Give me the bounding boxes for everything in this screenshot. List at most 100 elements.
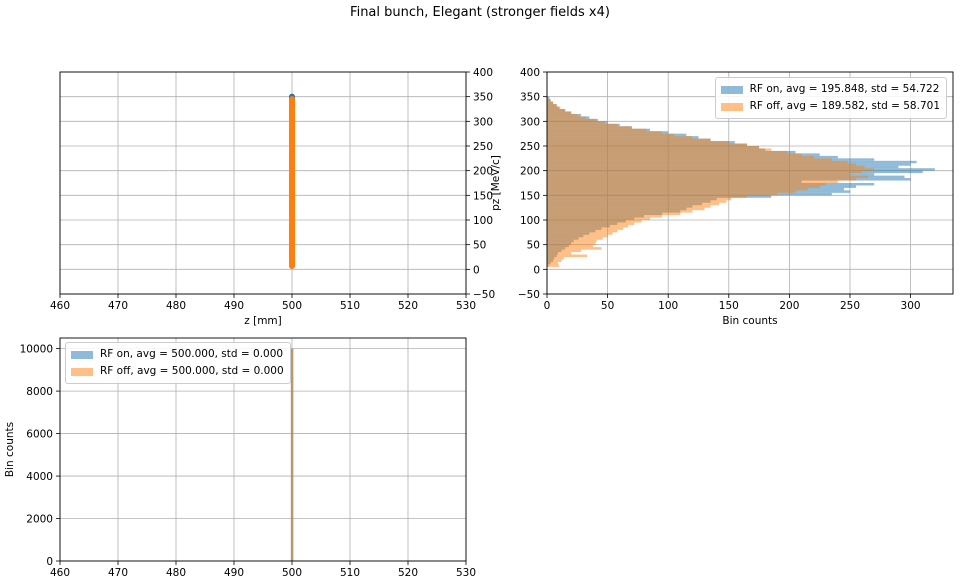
pz-bar-rf-off <box>547 148 772 151</box>
pz-bar-rf-off <box>547 247 602 250</box>
pz-bar-rf-off <box>547 195 747 198</box>
y-tick-label: 50 <box>527 240 540 252</box>
pz-bar-rf-off <box>547 264 560 267</box>
x-tick-label: 50 <box>601 300 614 312</box>
pz-bar-rf-off <box>547 190 796 193</box>
legend-entry-rf-on: RF on, avg = 195.848, std = 54.722 <box>720 81 940 98</box>
x-tick-label: 470 <box>108 567 128 579</box>
pz-bar-rf-off <box>547 116 586 119</box>
pz-bar-rf-off <box>547 200 727 203</box>
legend-label-rf-off: RF off, avg = 189.582, std = 58.701 <box>749 100 940 112</box>
pz-bar-rf-off <box>547 136 693 139</box>
y-tick-label: 100 <box>520 215 540 227</box>
y-tick-label: 200 <box>473 166 493 178</box>
x-tick-label: 510 <box>340 300 360 312</box>
axes-frame <box>59 71 467 295</box>
pz-histogram-legend: RF on, avg = 195.848, std = 54.722 RF of… <box>714 77 947 119</box>
pz-bar-rf-off <box>547 118 596 122</box>
y-tick-label: 250 <box>473 141 493 153</box>
pz-bar-rf-off <box>547 150 787 154</box>
pz-bar-rf-off <box>547 133 675 137</box>
pz-bar-rf-off <box>547 138 711 142</box>
z-bar-rf-off <box>290 348 294 561</box>
x-tick-label: 470 <box>108 300 128 312</box>
legend-entry-rf-off: RF off, avg = 500.000, std = 0.000 <box>71 363 284 380</box>
pz-bar-rf-off <box>547 109 566 112</box>
y-tick-label: 6000 <box>26 429 53 441</box>
pz-bar-rf-off <box>547 192 778 196</box>
pz-bar-rf-off <box>547 261 558 265</box>
x-tick-label: 0 <box>544 300 551 312</box>
x-tick-label: 460 <box>50 567 70 579</box>
pz-bar-rf-off <box>547 197 732 201</box>
pz-bar-rf-off <box>547 257 564 260</box>
y-tick-label: 350 <box>473 92 493 104</box>
pz-bar-rf-off <box>547 158 832 161</box>
pz-bar-rf-off <box>547 173 850 176</box>
pz-bar-rf-off <box>547 165 865 169</box>
pz-bar-rf-off <box>547 180 838 183</box>
pz-bar-rf-off <box>547 101 554 105</box>
y-tick-label: 400 <box>520 67 540 79</box>
figure-title: Final bunch, Elegant (stronger fields x4… <box>350 5 610 20</box>
pz-bar-rf-off <box>547 185 820 188</box>
x-tick-label: 500 <box>282 567 302 579</box>
pz-bar-rf-off <box>547 224 629 228</box>
pz-bar-rf-off <box>547 96 549 100</box>
pz-bar-rf-off <box>547 99 551 102</box>
pz-bar-rf-off <box>547 163 857 166</box>
pz-bar-rf-off <box>547 252 572 255</box>
x-tick-label: 490 <box>224 567 244 579</box>
pz-bar-rf-off <box>547 227 624 230</box>
y-tick-label: 0 <box>46 556 53 568</box>
y-tick-label: 10000 <box>20 344 53 356</box>
y-tick-label: 8000 <box>26 386 53 398</box>
y-tick-label: 250 <box>520 141 540 153</box>
pz-bar-rf-off <box>547 242 596 245</box>
legend-entry-rf-off: RF off, avg = 189.582, std = 58.701 <box>720 98 940 115</box>
x-tick-label: 500 <box>282 300 302 312</box>
legend-label-rf-on: RF on, avg = 195.848, std = 54.722 <box>749 83 940 95</box>
y-tick-label: 50 <box>473 240 486 252</box>
x-tick-label: 150 <box>719 300 739 312</box>
pz-bar-rf-off <box>547 215 663 218</box>
pz-bar-rf-off <box>547 175 869 179</box>
pz-bar-rf-off <box>547 178 857 181</box>
y-tick-label: 150 <box>520 190 540 202</box>
legend-entry-rf-on: RF on, avg = 500.000, std = 0.000 <box>71 346 284 363</box>
x-tick-label: 520 <box>398 300 418 312</box>
legend-swatch-rf-off <box>71 367 93 376</box>
pz-bar-rf-off <box>547 202 720 206</box>
x-tick-label: 200 <box>779 300 799 312</box>
x-tick-label: 530 <box>456 567 476 579</box>
pz-bar-rf-off <box>547 121 606 124</box>
pz-bar-rf-off <box>547 237 603 240</box>
x-tick-label: 520 <box>398 567 418 579</box>
axes-frame <box>546 71 954 295</box>
pz-bar-rf-off <box>547 183 826 186</box>
pz-bar-rf-off <box>547 187 808 191</box>
x-tick-label: 300 <box>901 300 921 312</box>
pz-bar-rf-off <box>547 249 581 253</box>
y-axis-label: pz [MeV/c] <box>490 155 502 211</box>
pz-bar-rf-off <box>547 141 729 144</box>
pz-bar-rf-off <box>547 239 597 243</box>
y-tick-label: 400 <box>473 67 493 79</box>
y-tick-label: −50 <box>473 289 495 301</box>
pz-bar-rf-off <box>547 170 863 174</box>
pz-bar-rf-off <box>547 229 618 233</box>
pz-bar-rf-off <box>547 168 875 171</box>
x-tick-label: 480 <box>166 567 186 579</box>
pz-bar-rf-off <box>547 210 693 213</box>
pz-bar-rf-off <box>547 212 681 216</box>
pz-bar-rf-off <box>547 254 587 257</box>
pz-bar-rf-off <box>547 146 760 149</box>
y-tick-label: 4000 <box>26 471 53 483</box>
pz-bar-rf-off <box>547 128 647 132</box>
pz-bar-rf-off <box>547 113 578 117</box>
pz-bar-rf-off <box>547 244 594 248</box>
legend-swatch-rf-on <box>71 350 93 359</box>
x-axis-label: Bin counts <box>722 315 777 327</box>
x-tick-label: 250 <box>840 300 860 312</box>
